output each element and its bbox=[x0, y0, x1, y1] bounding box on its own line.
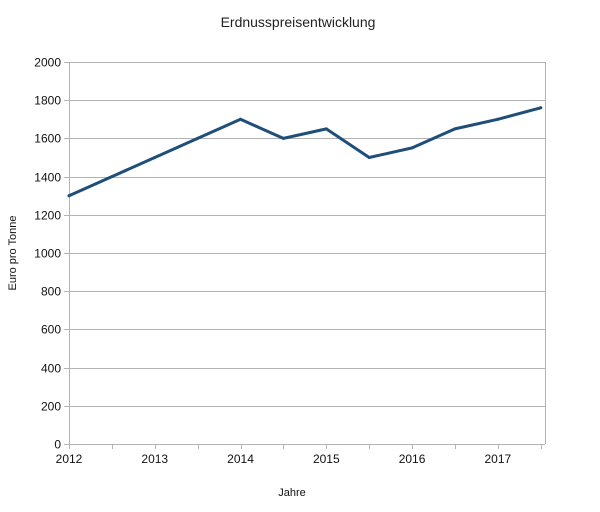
y-tick-label: 1800 bbox=[34, 94, 61, 108]
data-point bbox=[453, 127, 457, 131]
data-point bbox=[539, 106, 543, 110]
x-tick-label: 2014 bbox=[227, 452, 254, 466]
data-point bbox=[153, 156, 157, 159]
grid-lines bbox=[64, 62, 545, 445]
y-tick-label: 2000 bbox=[34, 56, 61, 70]
y-tick-label: 200 bbox=[41, 400, 61, 414]
y-tick-label: 1600 bbox=[34, 132, 61, 146]
data-point bbox=[281, 136, 285, 140]
series-line bbox=[67, 106, 543, 198]
x-tick-labels: 2012 2013 2014 2015 2016 2017 bbox=[56, 452, 512, 466]
y-tick-label: 400 bbox=[41, 362, 61, 376]
x-tick-label: 2017 bbox=[484, 452, 511, 466]
data-point bbox=[367, 156, 371, 159]
chart-title: Erdnusspreisentwicklung bbox=[221, 14, 376, 30]
series-layer bbox=[67, 106, 543, 198]
x-tick-label: 2015 bbox=[313, 452, 340, 466]
y-tick-labels: 0 200 400 600 800 1000 1200 1400 1600 1800 2000 bbox=[34, 56, 61, 452]
x-tick-label: 2016 bbox=[399, 452, 426, 466]
y-tick-label: 1400 bbox=[34, 171, 61, 185]
y-axis-label: Euro pro Tonne bbox=[7, 215, 19, 290]
data-point bbox=[410, 146, 414, 150]
x-tick-label: 2012 bbox=[56, 452, 83, 466]
data-point bbox=[67, 194, 71, 198]
data-point bbox=[324, 127, 328, 131]
data-point bbox=[496, 117, 500, 121]
y-tick-label: 0 bbox=[54, 438, 61, 452]
x-axis-label: Jahre bbox=[278, 487, 306, 499]
x-tick-label: 2013 bbox=[141, 452, 168, 466]
data-point bbox=[110, 175, 114, 179]
y-tick-label: 1200 bbox=[34, 209, 61, 223]
data-point bbox=[239, 117, 242, 121]
axes bbox=[69, 62, 546, 449]
y-tick-label: 600 bbox=[41, 323, 61, 337]
y-tick-label: 800 bbox=[41, 285, 61, 299]
y-tick-label: 1000 bbox=[34, 247, 61, 261]
data-point bbox=[196, 136, 200, 140]
